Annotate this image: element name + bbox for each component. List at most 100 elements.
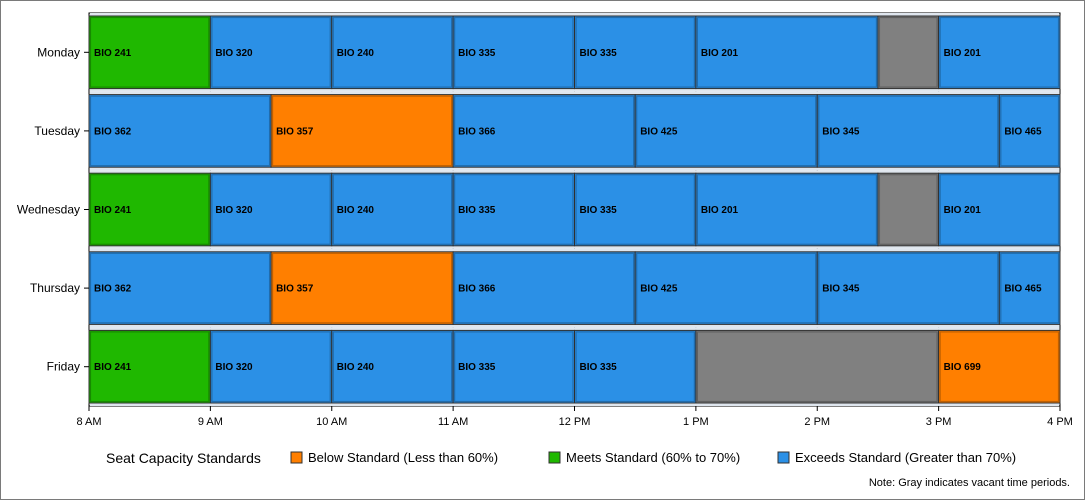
bar-bevel bbox=[89, 16, 210, 88]
bar-label: BIO 362 bbox=[94, 284, 132, 295]
legend-item-meets: Meets Standard (60% to 70%) bbox=[548, 450, 740, 465]
bar-label: BIO 201 bbox=[701, 48, 739, 59]
legend-swatch bbox=[548, 451, 561, 464]
bar-segment: BIO 241 bbox=[88, 329, 211, 404]
bar-bevel bbox=[696, 16, 878, 88]
bar-bevel bbox=[636, 95, 817, 167]
x-tick-label: 11 AM bbox=[438, 416, 468, 428]
bar-bevel bbox=[454, 331, 574, 403]
bar-segment: BIO 240 bbox=[331, 329, 454, 404]
bar-segment bbox=[877, 15, 940, 90]
bar-bevel bbox=[89, 95, 271, 167]
legend-title: Seat Capacity Standards bbox=[106, 450, 261, 466]
bar-rect bbox=[877, 172, 940, 247]
bar-label: BIO 345 bbox=[822, 126, 860, 137]
bar-rect bbox=[816, 94, 1000, 168]
bar-segment: BIO 335 bbox=[574, 172, 697, 247]
bar-bevel bbox=[818, 95, 999, 167]
legend-label: Exceeds Standard (Greater than 70%) bbox=[795, 450, 1016, 465]
legend-label: Meets Standard (60% to 70%) bbox=[566, 450, 740, 465]
bar-segment: BIO 366 bbox=[452, 251, 636, 325]
bar-segment: BIO 201 bbox=[695, 172, 879, 247]
bar-rect bbox=[634, 94, 818, 168]
bar-segment: BIO 320 bbox=[209, 15, 333, 90]
bar-bevel bbox=[575, 16, 695, 88]
bar-segment: BIO 320 bbox=[209, 172, 333, 247]
bar-bevel bbox=[332, 331, 453, 403]
day-label: Tuesday bbox=[34, 124, 80, 138]
day-label: Monday bbox=[37, 45, 80, 59]
bar-label: BIO 357 bbox=[276, 284, 314, 295]
bar-label: BIO 335 bbox=[458, 362, 496, 373]
bar-label: BIO 241 bbox=[94, 48, 132, 59]
bar-rect bbox=[88, 251, 272, 325]
bar-rect bbox=[938, 15, 1061, 90]
bar-segment: BIO 335 bbox=[452, 172, 575, 247]
bar-segment: BIO 335 bbox=[452, 329, 575, 404]
bar-rect bbox=[574, 15, 697, 90]
bar-bevel bbox=[332, 174, 453, 245]
bar-bevel bbox=[271, 95, 453, 167]
bar-rect bbox=[331, 15, 454, 90]
bar-label: BIO 465 bbox=[1004, 284, 1042, 295]
bar-segment: BIO 201 bbox=[938, 15, 1061, 90]
bar-segment: BIO 335 bbox=[574, 15, 697, 90]
day-label: Wednesday bbox=[17, 203, 80, 217]
day-label: Friday bbox=[47, 360, 80, 374]
bar-segment: BIO 362 bbox=[88, 251, 272, 325]
bars-group: BIO 241 BIO 320 BIO 240 BIO 335 BIO 335 BIO 2… bbox=[88, 13, 1061, 406]
bar-label: BIO 345 bbox=[822, 284, 860, 295]
bar-bevel bbox=[878, 16, 938, 88]
bar-rect bbox=[270, 251, 454, 325]
bar-segment: BIO 201 bbox=[695, 15, 879, 90]
bar-bevel bbox=[89, 331, 210, 403]
x-tick-label: 9 AM bbox=[198, 416, 223, 428]
bar-bevel bbox=[211, 16, 331, 88]
bar-label: BIO 240 bbox=[337, 205, 375, 216]
bar-bevel bbox=[575, 331, 695, 403]
legend-swatch bbox=[290, 451, 303, 464]
x-tick-label: 4 PM bbox=[1047, 416, 1073, 428]
x-tick-label: 2 PM bbox=[804, 416, 830, 428]
bar-bevel bbox=[575, 174, 695, 245]
x-tick-label: 8 AM bbox=[76, 416, 101, 428]
x-tick-label: 12 PM bbox=[559, 416, 591, 428]
bar-rect bbox=[331, 329, 454, 404]
bar-label: BIO 362 bbox=[94, 126, 132, 137]
bar-rect bbox=[452, 251, 636, 325]
bar-segment: BIO 699 bbox=[938, 329, 1061, 404]
bar-segment: BIO 465 bbox=[998, 94, 1061, 168]
bar-segment: BIO 320 bbox=[209, 329, 333, 404]
bar-segment: BIO 357 bbox=[270, 94, 454, 168]
bar-bevel bbox=[636, 252, 817, 324]
bar-bevel bbox=[454, 95, 635, 167]
bar-segment: BIO 425 bbox=[634, 251, 818, 325]
bar-bevel bbox=[1000, 252, 1060, 324]
bar-label: BIO 335 bbox=[458, 205, 496, 216]
bar-bevel bbox=[454, 252, 635, 324]
bar-rect bbox=[209, 15, 333, 90]
bar-label: BIO 320 bbox=[215, 362, 253, 373]
bar-label: BIO 201 bbox=[701, 205, 739, 216]
bar-rect bbox=[452, 172, 575, 247]
bar-bevel bbox=[211, 331, 331, 403]
bar-label: BIO 425 bbox=[640, 126, 678, 137]
bar-rect bbox=[331, 172, 454, 247]
bar-label: BIO 699 bbox=[944, 362, 982, 373]
bar-rect bbox=[877, 15, 940, 90]
bar-segment: BIO 345 bbox=[816, 94, 1000, 168]
bar-segment: BIO 357 bbox=[270, 251, 454, 325]
bar-label: BIO 366 bbox=[458, 126, 496, 137]
bar-rect bbox=[88, 15, 211, 90]
bar-segment: BIO 335 bbox=[452, 15, 575, 90]
bar-label: BIO 320 bbox=[215, 48, 253, 59]
bar-label: BIO 335 bbox=[580, 205, 618, 216]
legend-swatch bbox=[777, 451, 790, 464]
bar-rect bbox=[209, 172, 333, 247]
bar-rect bbox=[634, 251, 818, 325]
bar-segment: BIO 241 bbox=[88, 172, 211, 247]
bar-rect bbox=[270, 94, 454, 168]
bar-rect bbox=[574, 329, 697, 404]
bar-bevel bbox=[332, 16, 453, 88]
